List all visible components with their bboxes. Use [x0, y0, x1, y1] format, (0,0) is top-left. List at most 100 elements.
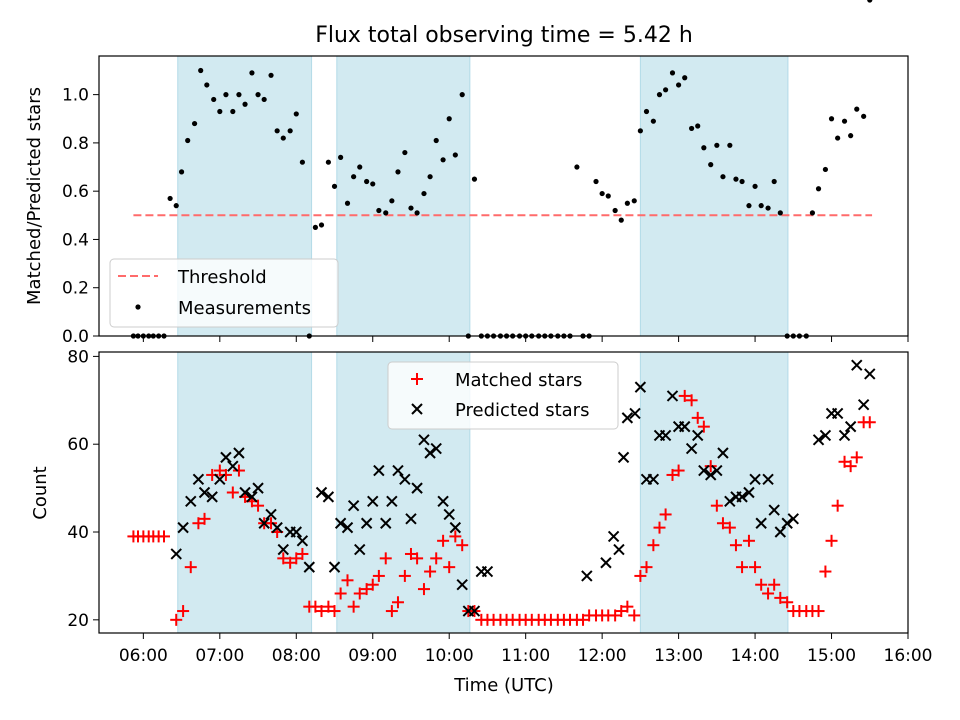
predicted-point — [246, 491, 258, 503]
predicted-point — [411, 482, 423, 494]
predicted-point — [185, 495, 197, 507]
predicted-point — [581, 570, 593, 582]
matched-point — [659, 508, 672, 521]
matched-point — [341, 574, 354, 587]
predicted-point — [819, 429, 832, 442]
x-tick-label: 12:00 — [578, 646, 627, 666]
predicted-point — [607, 530, 620, 543]
matched-point — [437, 534, 450, 547]
measurement-point — [318, 222, 325, 228]
y-tick-label: 1.0 — [62, 86, 89, 106]
matched-point — [723, 521, 736, 534]
predicted-point — [220, 451, 232, 464]
predicted-point — [424, 447, 436, 459]
measurement-point — [357, 164, 363, 170]
predicted-point — [392, 464, 404, 477]
matched-point — [277, 552, 290, 565]
y-tick-label: 60 — [67, 435, 89, 455]
measurement-point — [708, 162, 714, 168]
predicted-point — [787, 513, 800, 525]
measurement-point — [178, 169, 185, 175]
measurement-point — [643, 108, 650, 115]
matched-point — [284, 556, 297, 569]
predicted-point — [252, 482, 264, 494]
matched-point — [328, 605, 341, 618]
matched-point — [762, 587, 775, 600]
predicted-point — [206, 491, 218, 503]
matched-point — [697, 420, 710, 433]
measurement-point — [663, 87, 669, 93]
matched-point — [232, 464, 245, 477]
matched-point — [252, 499, 265, 512]
predicted-point — [380, 517, 392, 529]
y-tick-label: 0.0 — [62, 327, 89, 347]
predicted-point — [271, 521, 283, 534]
y-ticks-top: 0.0 0.2 0.4 0.6 0.8 1.0 — [62, 86, 99, 347]
measurement-point — [249, 70, 255, 76]
legend-bottom: Matched stars Predicted stars — [387, 361, 619, 430]
measurement-point — [752, 183, 758, 189]
predicted-point — [679, 420, 691, 433]
measurement-point — [471, 176, 478, 182]
predicted-point — [838, 429, 851, 442]
measurement-point — [624, 200, 630, 206]
predicted-point — [328, 561, 341, 573]
predicted-point — [437, 495, 449, 507]
matched-point — [577, 613, 590, 626]
x-axis-label: Time (UTC) — [453, 675, 554, 696]
predicted-point — [711, 464, 723, 477]
matched-point — [844, 460, 857, 473]
observing-window-top-2 — [336, 55, 471, 337]
matched-point — [729, 539, 742, 552]
y-ticks-bottom: 20 40 60 80 — [67, 347, 99, 631]
measurement-point — [255, 92, 261, 98]
matched-point — [226, 486, 239, 499]
measurement-point — [433, 137, 439, 144]
matched-point — [678, 389, 691, 402]
matched-point — [198, 512, 211, 525]
measurement-point — [242, 101, 248, 107]
measurement-point — [395, 169, 401, 175]
measurement-point — [459, 92, 465, 98]
predicted-point — [634, 381, 647, 393]
predicted-point — [831, 407, 844, 420]
measurement-point — [376, 207, 382, 214]
x-tick-label: 11:00 — [501, 646, 550, 666]
measurement-point — [618, 217, 624, 223]
predicted-point — [659, 429, 672, 442]
measurement-point — [650, 118, 656, 124]
predicted-point — [198, 486, 211, 499]
matched-point — [265, 517, 278, 530]
predicted-point — [443, 508, 455, 521]
measurement-point — [402, 149, 408, 156]
measurement-point — [185, 137, 191, 144]
matched-point — [184, 561, 197, 574]
matched-point — [391, 596, 404, 609]
predicted-point — [774, 526, 787, 538]
measurement-point — [867, 0, 873, 3]
predicted-point — [239, 486, 251, 499]
measurement-point — [854, 106, 860, 112]
measurement-point — [370, 181, 376, 187]
matched-point — [347, 600, 360, 613]
y-axis-label-top: Matched/Predicted stars — [24, 87, 45, 305]
predicted-point — [347, 499, 360, 512]
predicted-point — [303, 561, 315, 573]
matched-point — [609, 609, 622, 622]
matched-point — [296, 547, 309, 560]
matched-point — [372, 569, 385, 582]
matched-point — [170, 613, 183, 626]
predicted-point — [341, 521, 354, 534]
matched-point — [290, 552, 303, 565]
measurement-point — [261, 96, 267, 103]
x-tick-label: 13:00 — [654, 646, 703, 666]
measurement-point — [676, 82, 682, 88]
measurement-point — [695, 123, 701, 129]
measurement-point — [173, 203, 179, 209]
matched-point — [411, 552, 424, 565]
chart-title: Flux total observing time = 5.42 h — [315, 23, 693, 48]
y-tick-label: 0.2 — [62, 279, 89, 299]
predicted-point — [296, 535, 309, 547]
predicted-point — [367, 495, 379, 507]
